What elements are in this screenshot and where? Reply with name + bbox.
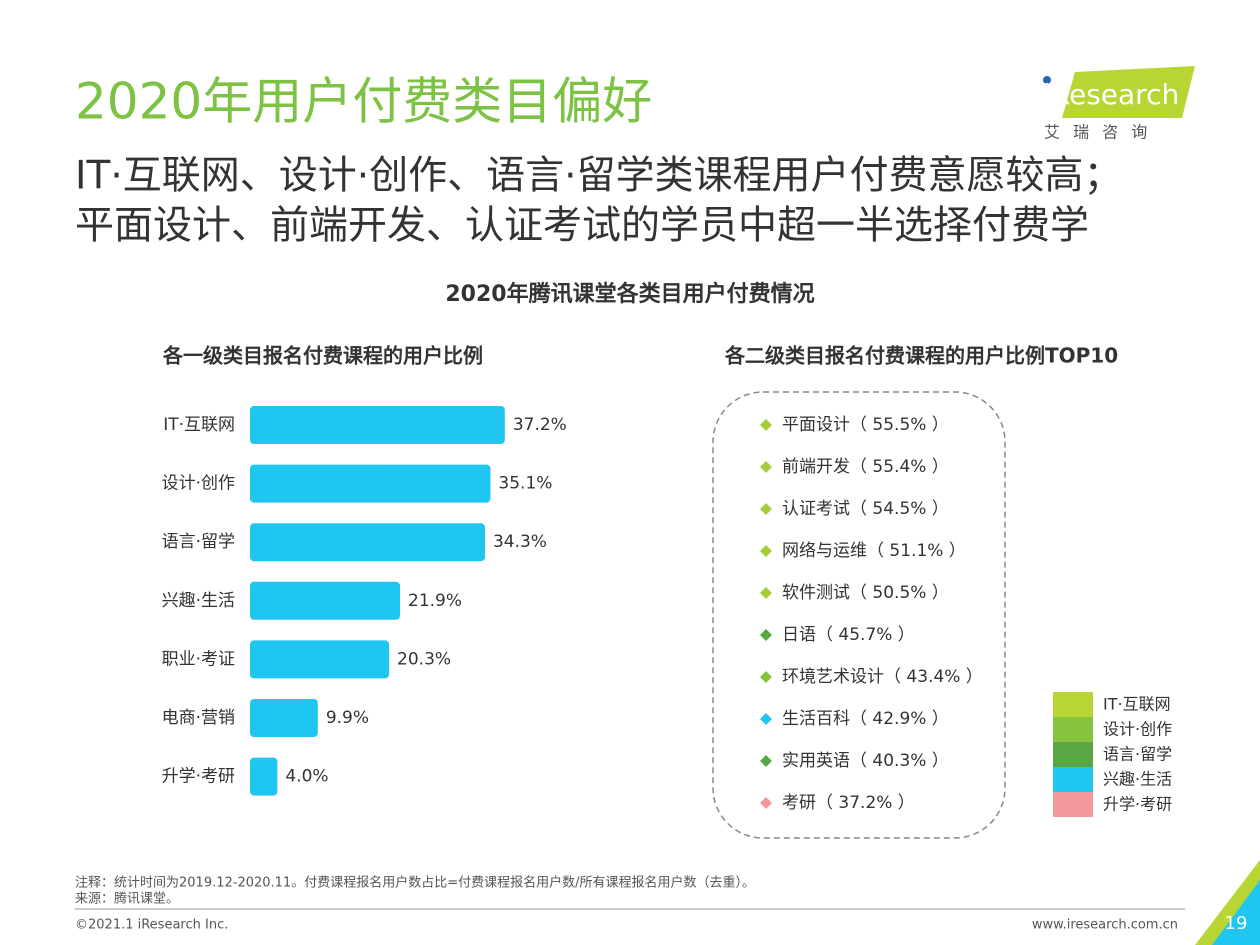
list-frame (712, 391, 1006, 839)
legend-swatch (1053, 792, 1093, 817)
bar (250, 406, 505, 444)
list-item: 认证考试（ 54.5% ） (782, 499, 949, 519)
list-item: 网络与运维（ 51.1% ） (782, 541, 966, 561)
list-item: 生活百科（ 42.9% ） (782, 709, 949, 729)
bullet (760, 797, 772, 809)
bullet (760, 461, 772, 473)
bullet (760, 671, 772, 683)
legend-swatch (1053, 742, 1093, 767)
list-item: 实用英语（ 40.3% ） (782, 751, 949, 771)
list-item: 前端开发（ 55.4% ） (782, 457, 949, 477)
bullet (760, 629, 772, 641)
legend-swatch (1053, 692, 1093, 717)
category-label: 设计·创作 (162, 474, 235, 494)
subtitle-line: 平面设计、前端开发、认证考试的学员中超一半选择付费学 (75, 204, 1089, 249)
title: 2020年用户付费类目偏好 (75, 73, 652, 131)
value-label: 35.1% (498, 474, 552, 494)
logo-sub: 艾 瑞 咨 询 (1044, 123, 1151, 142)
chart-subtitle: 各一级类目报名付费课程的用户比例 (162, 344, 483, 368)
list-item: 考研（ 37.2% ） (782, 793, 915, 813)
bullet (760, 419, 772, 431)
source: 来源：腾讯课堂。 (75, 891, 179, 907)
list-title: 各二级类目报名付费课程的用户比例TOP10 (724, 344, 1118, 368)
value-label: 34.3% (493, 532, 547, 552)
logo: iResearch (1043, 78, 1179, 111)
url: www.iresearch.com.cn (1032, 918, 1178, 933)
legend-swatch (1053, 717, 1093, 742)
legend-label: IT·互联网 (1103, 695, 1171, 714)
bullet (760, 755, 772, 767)
legend-label: 升学·考研 (1103, 795, 1172, 814)
category-label: 兴趣·生活 (162, 591, 235, 611)
list-item: 软件测试（ 50.5% ） (782, 583, 949, 603)
corner-shape (1212, 880, 1260, 945)
value-label: 20.3% (397, 649, 451, 669)
chart-title: 2020年腾讯课堂各类目用户付费情况 (445, 281, 814, 307)
category-label: 职业·考证 (162, 649, 235, 669)
category-label: IT·互联网 (163, 415, 235, 435)
category-label: 电商·营销 (162, 708, 235, 728)
bar (250, 464, 491, 503)
note: 注释：统计时间为2019.12-2020.11。付费课程报名用户数占比=付费课程… (75, 875, 755, 891)
bullet (760, 587, 772, 599)
value-label: 9.9% (326, 708, 369, 728)
logo-dot (1043, 76, 1051, 84)
legend-label: 设计·创作 (1103, 720, 1172, 739)
legend-label: 语言·留学 (1103, 745, 1172, 764)
bullet (760, 713, 772, 725)
copyright: ©2021.1 iResearch Inc. (75, 918, 228, 933)
list-item: 平面设计（ 55.5% ） (782, 415, 949, 435)
logo-shape (1062, 66, 1195, 118)
category-label: 升学·考研 (162, 767, 235, 787)
category-label: 语言·留学 (162, 532, 235, 552)
bar (250, 523, 485, 562)
bar (250, 581, 401, 620)
page-number: 19 (1225, 913, 1248, 934)
bullet (760, 545, 772, 557)
legend-swatch (1053, 767, 1093, 792)
value-label: 21.9% (408, 591, 462, 611)
subtitle-line: IT·互联网、设计·创作、语言·留学类课程用户付费意愿较高； (75, 154, 1123, 199)
value-label: 4.0% (285, 767, 328, 787)
value-label: 37.2% (513, 415, 567, 435)
bullet (760, 503, 772, 515)
bar (250, 699, 318, 737)
list-item: 环境艺术设计（ 43.4% ） (782, 667, 983, 687)
list-item: 日语（ 45.7% ） (782, 625, 915, 645)
legend-label: 兴趣·生活 (1103, 770, 1172, 789)
bar (250, 757, 278, 796)
bar (250, 640, 390, 679)
